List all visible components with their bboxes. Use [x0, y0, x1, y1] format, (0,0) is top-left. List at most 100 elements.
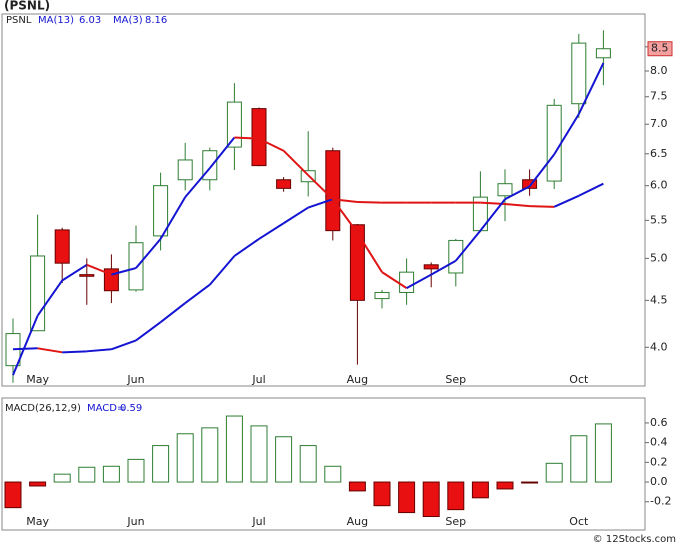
- y-tick-label: 4.0: [650, 340, 668, 353]
- macd-bar: [422, 481, 440, 518]
- legend-name: MA(3): [113, 15, 143, 26]
- y-tick-label: 0.0: [650, 475, 668, 488]
- candle-body: [30, 255, 46, 332]
- macd-bar: [447, 481, 465, 511]
- ma-segment: [578, 182, 604, 197]
- ma-segment: [159, 196, 187, 240]
- candle-body: [374, 291, 390, 300]
- y-tick-label: 7.0: [650, 117, 668, 130]
- ma-segment: [331, 198, 359, 234]
- ma-segment: [135, 321, 162, 342]
- x-tick-label: Aug: [347, 515, 368, 528]
- x-tick-label: Jul: [251, 373, 265, 386]
- ma-segment: [86, 263, 112, 276]
- candle-body: [571, 42, 587, 105]
- ma-segment: [479, 198, 506, 232]
- candle-body: [497, 183, 513, 197]
- ma-segment: [209, 136, 236, 169]
- macd-bar: [78, 466, 96, 483]
- macd-bar: [250, 425, 268, 483]
- macd-bar: [348, 481, 366, 492]
- ma-segment: [381, 271, 408, 289]
- symbol-label: PSNL: [6, 15, 32, 26]
- macd-bar: [324, 465, 342, 483]
- candle-body: [226, 101, 242, 148]
- ma-segment: [12, 315, 39, 376]
- macd-title: MACD(26,12,9): [5, 403, 81, 414]
- candle-body: [423, 264, 439, 270]
- ma-segment: [357, 200, 383, 204]
- macd-bar: [275, 436, 293, 483]
- ma-segment: [258, 137, 285, 152]
- y-tick-label: 5.5: [650, 213, 668, 226]
- candle-body: [595, 48, 611, 59]
- ma-segment: [61, 263, 88, 282]
- y-tick-label: 6.0: [650, 179, 668, 192]
- y-tick-label: -0.2: [650, 495, 671, 508]
- ma-segment: [307, 174, 334, 200]
- macd-bar: [53, 473, 71, 483]
- y-tick-label: 0.6: [650, 416, 668, 429]
- ma-segment: [577, 62, 605, 115]
- ma-segment: [159, 302, 186, 323]
- y-tick-label: 8.0: [650, 64, 668, 77]
- last-price-box: [647, 41, 673, 57]
- macd-bar: [521, 481, 539, 484]
- ma-segment: [184, 167, 211, 198]
- ma-segment: [430, 259, 457, 276]
- candle-body: [177, 159, 193, 181]
- ma-segment: [233, 238, 260, 257]
- y-tick-label: 0.4: [650, 436, 668, 449]
- x-tick-label: Oct: [569, 515, 589, 528]
- candle-body: [54, 229, 70, 264]
- ma-segment: [332, 198, 358, 203]
- x-tick-label: May: [26, 373, 49, 386]
- ma-segment: [36, 279, 64, 317]
- ma-segment: [504, 203, 530, 208]
- price-panel: [1, 13, 646, 387]
- x-tick-label: Sep: [445, 515, 466, 528]
- macd-bar: [102, 465, 120, 483]
- candle-body: [276, 179, 292, 189]
- candle-body: [153, 185, 169, 237]
- ma-segment: [234, 136, 260, 140]
- ma-segment: [184, 283, 211, 304]
- ma-segment: [455, 230, 482, 262]
- ma-segment: [12, 347, 38, 351]
- x-tick-label: Oct: [569, 373, 589, 386]
- macd-panel: [1, 397, 646, 531]
- candle-body: [349, 224, 365, 301]
- ma-segment: [307, 198, 334, 209]
- chart-title: (PSNL): [4, 0, 50, 13]
- x-tick-label: May: [26, 515, 49, 528]
- macd-prefix: MACD=: [87, 403, 125, 414]
- y-tick-label: 0.2: [650, 455, 668, 468]
- macd-value: 0.59: [120, 403, 142, 414]
- macd-bar: [127, 458, 145, 483]
- macd-bar: [545, 462, 563, 483]
- y-tick-label: 5.0: [650, 251, 668, 264]
- x-tick-label: Jun: [126, 373, 144, 386]
- y-tick-label: 6.5: [650, 147, 668, 160]
- ma-segment: [553, 194, 580, 208]
- y-tick-label: 7.5: [650, 90, 668, 103]
- legend-value: 8.16: [145, 15, 167, 26]
- macd-bar: [176, 433, 194, 483]
- macd-bar: [152, 445, 170, 483]
- macd-bar: [398, 481, 416, 514]
- macd-bar: [201, 427, 219, 483]
- candle-body: [448, 239, 464, 274]
- candle-body: [79, 274, 95, 277]
- candle-body: [128, 242, 144, 291]
- macd-bar: [225, 415, 243, 483]
- ma-segment: [283, 206, 309, 225]
- ma-segment: [111, 267, 137, 276]
- ma-segment: [209, 255, 236, 286]
- macd-bar: [594, 423, 612, 483]
- ma-segment: [528, 153, 555, 187]
- legend-value: 6.03: [79, 15, 101, 26]
- ma-segment: [86, 348, 112, 353]
- candle-body: [399, 271, 415, 293]
- x-tick-label: Jun: [126, 515, 144, 528]
- ma-segment: [529, 205, 555, 208]
